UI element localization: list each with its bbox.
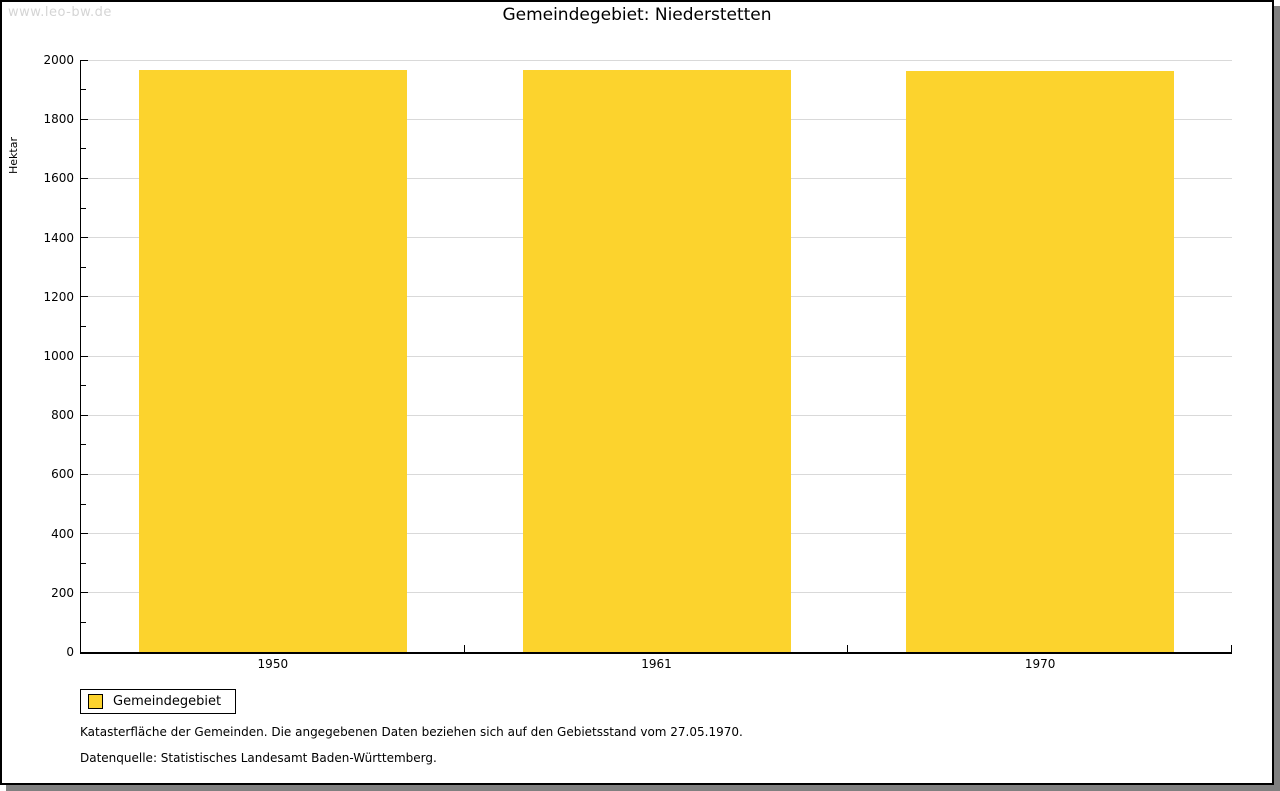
x-tick-label: 1961 <box>641 657 672 671</box>
y-tick-label: 2000 <box>43 53 74 67</box>
x-tick-label: 1950 <box>257 657 289 671</box>
x-axis-tick <box>847 645 848 652</box>
y-axis-tick <box>81 562 86 564</box>
y-axis-tick <box>81 89 86 91</box>
y-axis-tick <box>81 177 88 179</box>
y-axis-title: Hektar <box>7 137 20 174</box>
y-axis-tick <box>81 148 86 150</box>
y-tick-label: 600 <box>51 467 74 482</box>
y-axis-tick <box>81 118 88 120</box>
y-axis-tick <box>81 207 86 209</box>
watermark: www.leo-bw.de <box>8 5 112 20</box>
y-tick-label: 0 <box>66 645 74 659</box>
y-axis-tick <box>81 385 86 387</box>
y-axis-tick <box>81 355 88 357</box>
page-title: Gemeindegebiet: Niederstetten <box>502 5 772 25</box>
y-axis-tick <box>81 325 86 327</box>
y-axis-tick <box>81 503 86 505</box>
y-tick-label: 1600 <box>43 171 74 186</box>
y-axis-tick <box>81 592 88 594</box>
y-axis-tick <box>81 237 88 239</box>
legend-label: Gemeindegebiet <box>113 694 222 709</box>
bar-1950 <box>138 70 407 652</box>
y-tick-label: 400 <box>51 526 74 541</box>
y-axis-tick <box>81 59 88 61</box>
y-tick-label: 800 <box>51 408 74 423</box>
y-tick-label: 200 <box>51 585 74 600</box>
plot-area: 0 200 400 600 800 1000 1200 1400 1600 1800 2000 195… <box>43 53 1232 671</box>
footnote-datenquelle: Datenquelle: Statistisches Landesamt Bad… <box>80 751 437 765</box>
x-axis-tick <box>464 645 465 652</box>
y-axis-tick <box>81 296 88 298</box>
y-axis-tick <box>81 414 88 416</box>
legend-swatch <box>88 694 103 709</box>
legend: Gemeindegebiet <box>80 689 237 714</box>
x-axis-tick <box>1231 645 1232 652</box>
y-axis-tick <box>81 533 88 535</box>
x-tick-label: 1970 <box>1024 657 1056 671</box>
bar-1970 <box>906 70 1175 652</box>
y-tick-label: 1800 <box>43 112 74 127</box>
y-axis-tick <box>81 473 88 475</box>
y-tick-label: 1200 <box>43 289 74 304</box>
gridline <box>81 59 1232 61</box>
y-axis-tick <box>81 444 86 446</box>
y-axis-tick <box>81 621 86 623</box>
y-tick-label: 1400 <box>43 230 74 245</box>
footnote-katasterflaeche: Katasterfläche der Gemeinden. Die angege… <box>80 725 743 739</box>
bar-1961 <box>522 70 791 652</box>
y-tick-label: 1000 <box>43 349 74 363</box>
y-axis-tick <box>81 266 86 268</box>
